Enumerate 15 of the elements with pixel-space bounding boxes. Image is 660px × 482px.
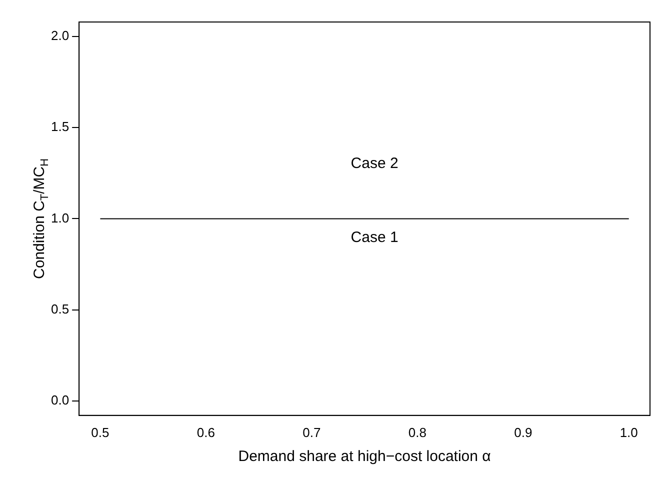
x-axis-title: Demand share at high−cost location α	[238, 448, 492, 466]
y-axis-title: Condition CT/MCH	[31, 158, 52, 279]
x-tick-label: 0.7	[302, 424, 321, 440]
annotation: Case 2	[350, 154, 398, 172]
x-tick-label: 1.0	[620, 424, 638, 440]
x-tick-label: 0.9	[514, 424, 532, 440]
y-tick-label: 0.5	[50, 301, 70, 316]
y-tick-label: 1.0	[50, 210, 70, 226]
x-tick-label: 0.6	[196, 424, 215, 440]
x-tick-label: 0.5	[91, 424, 110, 440]
x-tick-label: 0.8	[408, 424, 426, 440]
annotation: Case 1	[350, 228, 398, 246]
y-tick-label: 1.5	[50, 119, 70, 134]
y-tick-label: 2.0	[50, 28, 70, 44]
y-tick-label: 0.0	[50, 392, 70, 408]
